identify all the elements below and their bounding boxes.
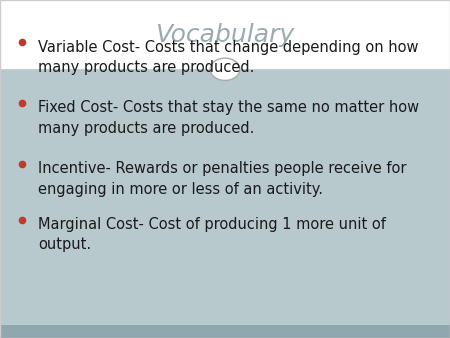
Text: Incentive- Rewards or penalties people receive for
engaging in more or less of a: Incentive- Rewards or penalties people r… [38,161,407,197]
Text: Variable Cost- Costs that change depending on how
many products are produced.: Variable Cost- Costs that change dependi… [38,40,419,75]
Text: Fixed Cost- Costs that stay the same no matter how
many products are produced.: Fixed Cost- Costs that stay the same no … [38,100,419,136]
Circle shape [210,58,240,80]
Bar [0,69,450,325]
Text: Vocabulary: Vocabulary [155,23,295,47]
Bar [0,325,450,338]
Bar [0,0,450,69]
Text: Marginal Cost- Cost of producing 1 more unit of
output.: Marginal Cost- Cost of producing 1 more … [38,217,386,252]
